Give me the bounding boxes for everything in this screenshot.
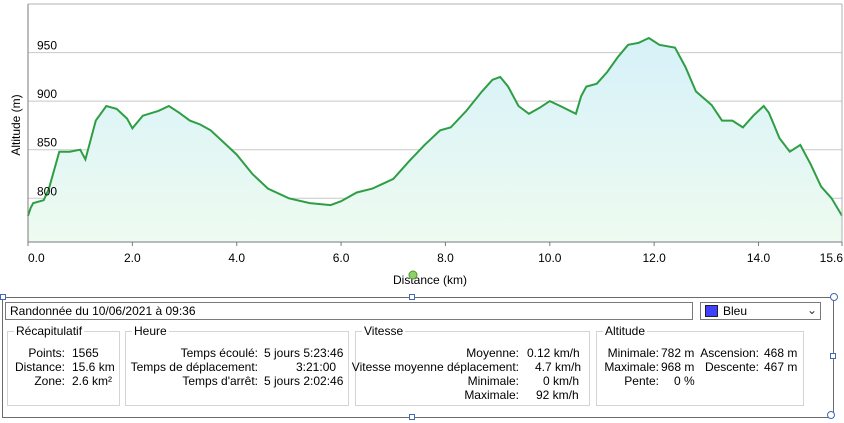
heure-elapsed-value: 5 jours 5:23:46 [264, 346, 344, 360]
y-axis-label: Altitude (m) [9, 94, 23, 155]
resize-handle-top[interactable] [409, 294, 415, 300]
group-vitesse-title: Vitesse [362, 324, 406, 338]
group-altitude-title: Altitude [603, 324, 648, 338]
group-heure: Heure Temps écoulé: 5 jours 5:23:46 Temps… [125, 324, 349, 406]
vitesse-max-value: 92 km/h [536, 388, 579, 402]
group-vitesse: Vitesse Moyenne: 0.12 km/h Vitesse moyenn… [351, 324, 590, 406]
altitude-slope-label: Pente: [624, 374, 659, 388]
x-tick-label: 0.0 [28, 251, 45, 265]
x-tick-label: 14.0 [747, 251, 771, 265]
track-summary-panel: Randonnée du 10/06/2021 à 09:36 Bleu ⌄ R… [0, 293, 838, 421]
altitude-min-value: 782 m [661, 346, 695, 360]
recap-zone-value: 2.6 km² [72, 374, 113, 388]
resize-handle-bottom-right[interactable] [827, 411, 835, 419]
track-title-input[interactable]: Randonnée du 10/06/2021 à 09:36 [5, 302, 693, 320]
recap-distance-value: 15.6 km [72, 360, 115, 374]
color-swatch [705, 305, 718, 317]
altitude-descent-value: 467 m [764, 360, 798, 374]
y-tick-label: 950 [37, 39, 57, 53]
elevation-area [28, 38, 842, 242]
y-tick-label: 900 [37, 87, 57, 101]
vitesse-min-label: Minimale: [467, 374, 519, 388]
x-tick-label: 15.6 [820, 251, 844, 265]
altitude-ascent-value: 468 m [764, 346, 798, 360]
x-tick-label: 4.0 [228, 251, 245, 265]
group-recap: Récapitulatif Points: 1565 Distance: 15.6 … [7, 324, 120, 406]
altitude-slope-value: 0 % [674, 374, 695, 388]
altitude-max-value: 968 m [661, 360, 695, 374]
group-heure-title: Heure [132, 324, 169, 338]
resize-handle-top-right[interactable] [830, 293, 838, 301]
heure-stopped-label: Temps d'arrêt: [182, 374, 258, 388]
splitter-grip[interactable] [408, 270, 418, 280]
heure-elapsed-label: Temps écoulé: [180, 346, 258, 360]
vitesse-avg-value: 0.12 km/h [527, 346, 580, 360]
resize-handle-bottom[interactable] [409, 414, 415, 420]
recap-points-label: Points: [28, 346, 65, 360]
recap-distance-label: Distance: [14, 360, 65, 374]
recap-zone-label: Zone: [34, 374, 65, 388]
altitude-min-label: Minimale: [607, 346, 659, 360]
resize-handle-right[interactable] [830, 353, 836, 359]
track-color-select[interactable]: Bleu ⌄ [700, 302, 821, 320]
x-tick-label: 10.0 [538, 251, 562, 265]
x-tick-label: 6.0 [333, 251, 350, 265]
y-tick-label: 850 [37, 136, 57, 150]
altitude-max-label: Maximale: [604, 360, 659, 374]
x-tick-label: 8.0 [437, 251, 454, 265]
vitesse-min-value: 0 km/h [543, 374, 580, 388]
heure-moving-label: Temps de déplacement: [130, 360, 258, 374]
chevron-down-icon[interactable]: ⌄ [806, 303, 817, 317]
vitesse-avg-label: Moyenne: [466, 346, 519, 360]
elevation-line [27, 36, 843, 217]
elevation-chart: 0.0 2.0 4.0 6.0 8.0 10.0 12.0 14.0 15.6 800 850 90… [9, 3, 844, 287]
altitude-descent-label: Descente: [704, 360, 759, 374]
recap-points-value: 1565 [72, 346, 99, 360]
resize-handle-top-left[interactable] [0, 294, 6, 300]
x-tick-label: 2.0 [124, 251, 141, 265]
heure-moving-value: 3:21:00 [296, 360, 337, 374]
altitude-ascent-label: Ascension: [700, 346, 759, 360]
color-select-value: Bleu [723, 304, 748, 318]
y-tick-label: 800 [37, 184, 57, 198]
x-tick-label: 12.0 [642, 251, 666, 265]
group-recap-title: Récapitulatif [14, 324, 85, 338]
vitesse-max-label: Maximale: [464, 388, 519, 402]
x-axis-label: Distance (km) [393, 273, 467, 287]
vitesse-moving-avg-value: 4.7 km/h [535, 360, 582, 374]
heure-stopped-value: 5 jours 2:02:46 [264, 374, 344, 388]
group-altitude: Altitude Minimale: 782 m Maximale: 968 m P… [596, 324, 804, 406]
vitesse-moving-avg-label: Vitesse moyenne déplacement: [351, 360, 519, 374]
